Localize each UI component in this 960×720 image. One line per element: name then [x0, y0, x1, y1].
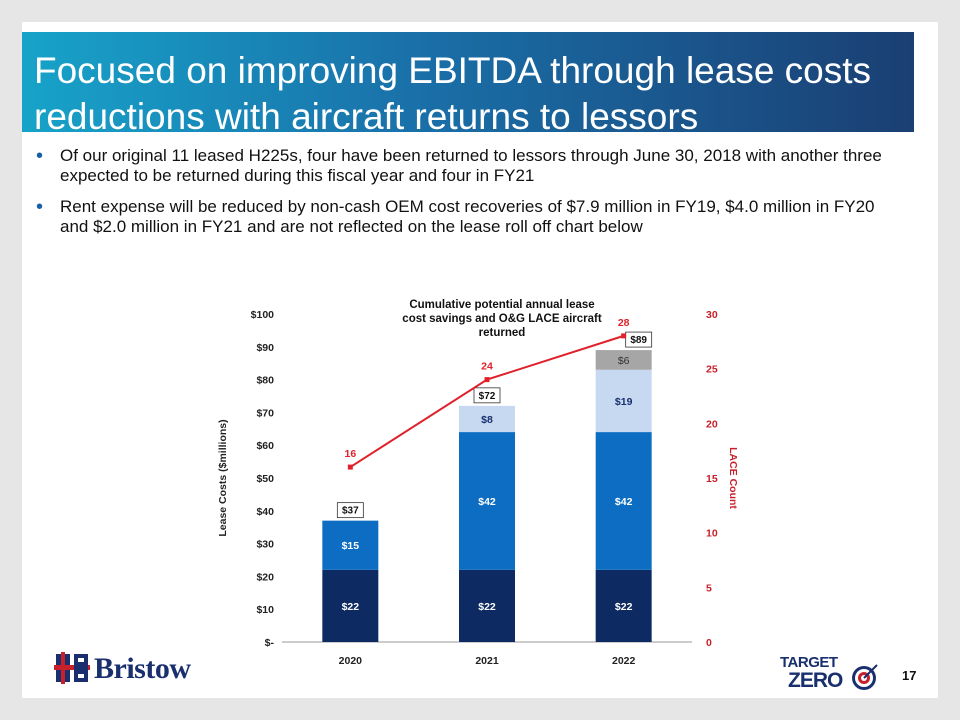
y-tick-label: $80	[256, 375, 274, 387]
y-tick-label: $10	[256, 604, 274, 616]
total-box	[625, 331, 653, 348]
bar-segment	[459, 569, 515, 642]
target-zero-bottom: ZERO	[788, 669, 843, 692]
slide: Focused on improving EBITDA through leas…	[22, 22, 938, 698]
bullet-dot-icon: •	[36, 196, 44, 218]
y-axis-title: Lease Costs ($millions)	[217, 419, 229, 536]
bar-value-label: $42	[478, 496, 496, 508]
x-tick-label: 2020	[339, 655, 363, 667]
y-tick-label: $-	[265, 637, 275, 649]
lace-point	[621, 333, 627, 339]
lace-value-label: 16	[344, 448, 356, 460]
y2-axis-title: LACE Count	[727, 447, 739, 509]
x-tick-label: 2021	[475, 655, 499, 667]
target-zero-logo: TARGET ZERO	[780, 654, 890, 694]
bullet-dot-icon: •	[36, 145, 44, 167]
y2-tick-label: 10	[706, 528, 718, 540]
x-tick-label: 2022	[612, 655, 636, 667]
bullet-item: • Rent expense will be reduced by non-cas…	[36, 197, 896, 237]
bar-segment	[595, 350, 652, 370]
y-tick-label: $100	[251, 309, 275, 321]
bar-value-label: $19	[615, 396, 633, 408]
bar-value-label: $15	[342, 540, 360, 552]
y-tick-label: $50	[256, 473, 274, 485]
bar-segment	[459, 405, 515, 433]
y2-tick-label: 25	[706, 364, 718, 376]
bar-segment	[595, 569, 652, 642]
bar-value-label: $22	[342, 601, 360, 613]
total-box	[473, 387, 501, 404]
y2-tick-label: 0	[706, 637, 712, 649]
bar-value-label: $6	[618, 355, 630, 367]
bar-value-label: $22	[478, 601, 496, 613]
y2-tick-label: 15	[706, 473, 718, 485]
total-label: $89	[630, 335, 647, 346]
y-tick-label: $90	[256, 342, 274, 354]
bar-value-label: $22	[615, 601, 633, 613]
lace-point	[484, 377, 490, 383]
bar-segment	[595, 369, 652, 433]
bristow-flag-icon	[54, 652, 90, 684]
lace-point	[347, 464, 353, 470]
bar-segment	[322, 569, 379, 642]
bullet-item: • Of our original 11 leased H225s, four h…	[36, 146, 896, 186]
bristow-logo-text: Bristow	[94, 652, 191, 685]
total-label: $37	[342, 506, 359, 517]
bar-segment	[459, 432, 515, 570]
y-tick-label: $30	[256, 539, 274, 551]
total-label: $72	[479, 391, 496, 402]
total-box	[336, 502, 364, 519]
lease-savings-chart: Cumulative potential annual lease cost sa…	[217, 299, 739, 667]
title-bar: Focused on improving EBITDA through leas…	[22, 32, 914, 137]
bullet-list: • Of our original 11 leased H225s, four h…	[36, 146, 896, 248]
y2-tick-label: 30	[706, 309, 718, 321]
y-tick-label: $20	[256, 571, 274, 583]
bar-segment	[595, 432, 652, 570]
page-number: 17	[902, 668, 917, 683]
bar-value-label: $8	[481, 414, 493, 426]
target-icon	[852, 664, 878, 690]
y-tick-label: $60	[256, 440, 274, 452]
bristow-logo: Bristow	[54, 650, 214, 690]
target-zero-top: TARGET	[780, 654, 838, 671]
bullet-text: Rent expense will be reduced by non-cash…	[60, 197, 875, 236]
y2-tick-label: 20	[706, 418, 718, 430]
bar-segment	[322, 520, 379, 570]
page-title: Focused on improving EBITDA through leas…	[34, 50, 872, 137]
lace-value-label: 24	[481, 361, 493, 373]
lace-value-label: 28	[618, 317, 630, 329]
chart-title: Cumulative potential annual lease cost sa…	[402, 299, 602, 339]
bullet-text: Of our original 11 leased H225s, four ha…	[60, 146, 882, 185]
y2-tick-label: 5	[706, 582, 712, 594]
bar-value-label: $42	[615, 496, 633, 508]
y-tick-label: $40	[256, 506, 274, 518]
y-tick-label: $70	[256, 407, 274, 419]
